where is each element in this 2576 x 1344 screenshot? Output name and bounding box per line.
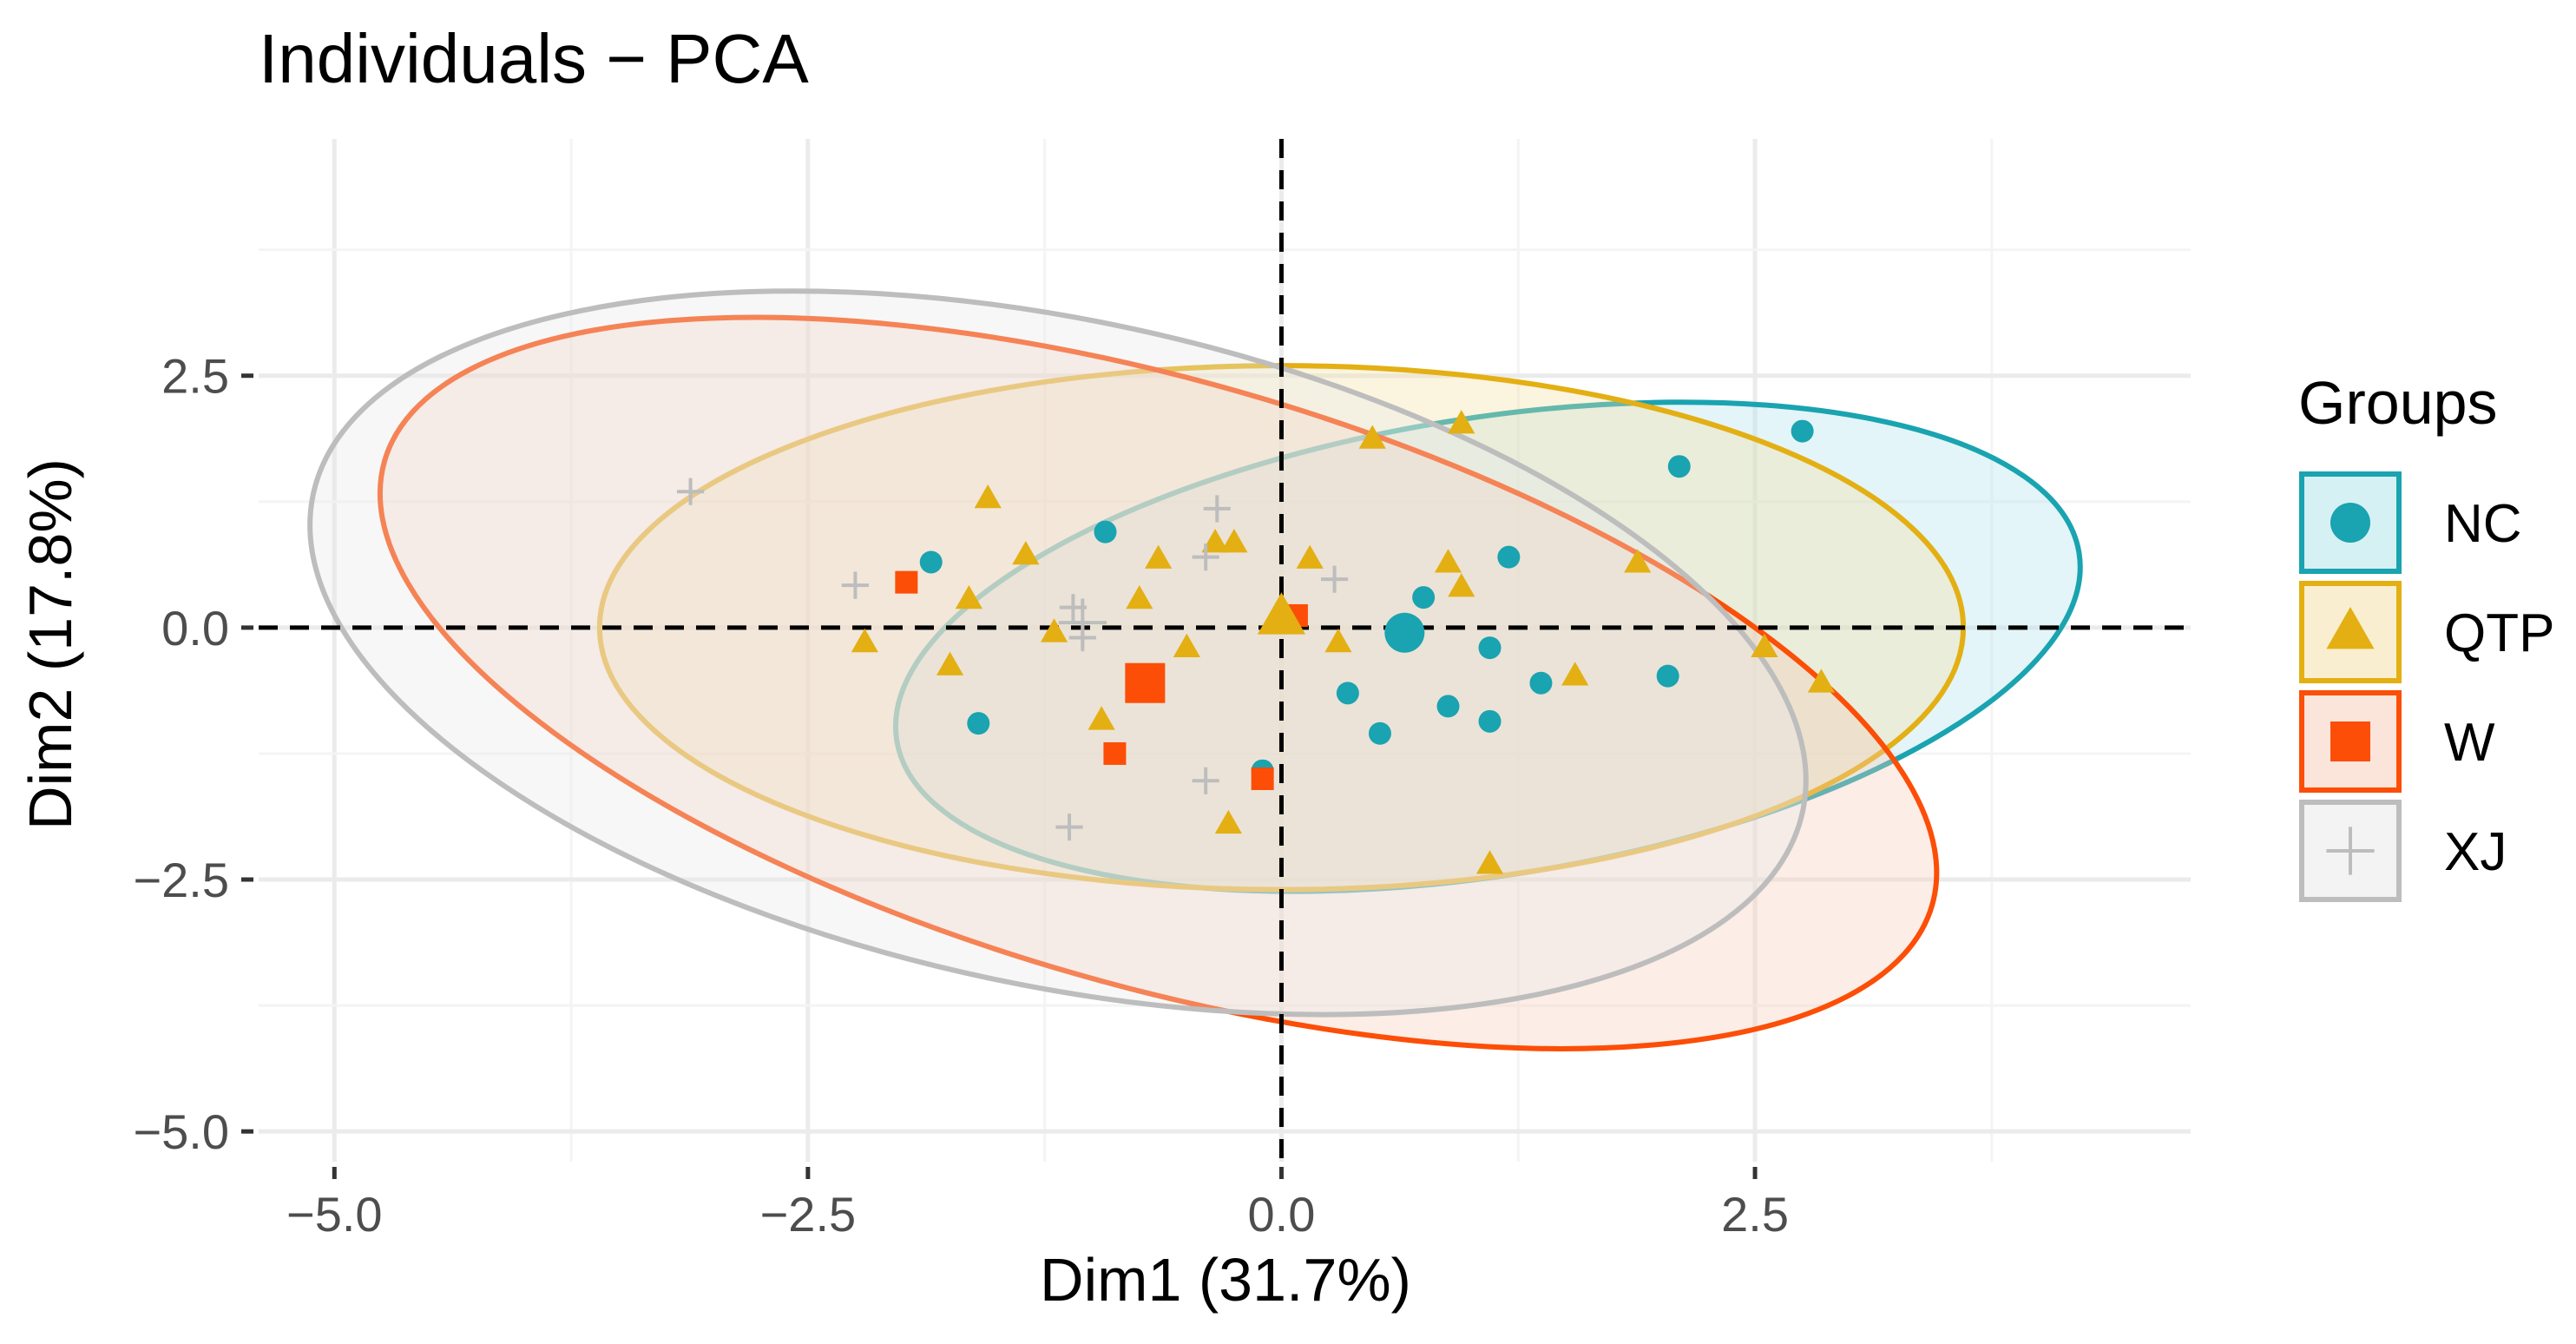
chart-title: Individuals − PCA bbox=[259, 20, 809, 97]
legend-item-xj: XJ bbox=[2299, 800, 2507, 902]
legend-label-qtp: QTP bbox=[2444, 603, 2554, 663]
y-tick-label: −2.5 bbox=[133, 853, 229, 907]
point-nc-8 bbox=[1336, 682, 1359, 705]
point-qtp-22 bbox=[1088, 706, 1115, 730]
x-tick-label: −5.0 bbox=[286, 1187, 383, 1242]
y-tick-label: −5.0 bbox=[133, 1104, 229, 1159]
legend: Groups NC QTP W XJ bbox=[2298, 369, 2554, 902]
point-nc-11 bbox=[1529, 671, 1553, 695]
point-qtp-10 bbox=[1624, 549, 1652, 573]
point-xj-5 bbox=[1320, 565, 1349, 593]
point-qtp-19 bbox=[936, 651, 964, 675]
point-xj-3 bbox=[1192, 544, 1219, 571]
point-qtp-14 bbox=[1040, 618, 1068, 642]
legend-title: Groups bbox=[2298, 369, 2498, 437]
point-nc-3 bbox=[919, 550, 943, 574]
y-axis-label: Dim2 (17.8%) bbox=[16, 458, 84, 830]
legend-label-nc: NC bbox=[2444, 494, 2522, 554]
group-centroids bbox=[1058, 592, 1425, 703]
point-xj-9 bbox=[1055, 814, 1083, 841]
centroid-xj bbox=[1058, 598, 1107, 647]
x-tick-label: 0.0 bbox=[1248, 1187, 1316, 1242]
point-nc-7 bbox=[1478, 636, 1502, 660]
point-xj-4 bbox=[841, 571, 870, 599]
point-qtp-21 bbox=[1807, 669, 1836, 693]
point-xj-1 bbox=[676, 478, 705, 505]
point-qtp-23 bbox=[1214, 809, 1242, 834]
point-qtp-13 bbox=[1126, 585, 1153, 609]
point-xj-2 bbox=[1203, 495, 1231, 523]
point-qtp-1 bbox=[1358, 425, 1386, 449]
legend-item-nc: NC bbox=[2299, 471, 2522, 574]
point-qtp-20 bbox=[1561, 662, 1589, 686]
x-axis: −5.0 −2.5 0.0 2.5 bbox=[286, 1167, 1789, 1242]
point-w-4 bbox=[1251, 767, 1274, 790]
centroid-qtp bbox=[1257, 592, 1306, 635]
point-xj-8 bbox=[1192, 767, 1219, 794]
y-axis: −5.0 −2.5 0.0 2.5 bbox=[133, 349, 253, 1159]
point-qtp-6 bbox=[1012, 540, 1040, 565]
point-nc-14 bbox=[967, 712, 990, 735]
point-qtp-9 bbox=[1434, 549, 1462, 573]
legend-marker-xj bbox=[2326, 827, 2375, 875]
legend-marker-nc bbox=[2330, 503, 2370, 543]
ellipse-xj bbox=[307, 288, 1809, 1018]
point-qtp-7 bbox=[1145, 544, 1173, 569]
centroid-w bbox=[1125, 662, 1166, 703]
centroid-nc bbox=[1384, 612, 1425, 653]
data-points bbox=[676, 410, 1836, 874]
point-qtp-11 bbox=[1448, 573, 1475, 597]
point-qtp-12 bbox=[955, 585, 982, 609]
x-axis-label: Dim1 (31.7%) bbox=[1040, 1246, 1411, 1314]
point-qtp-5 bbox=[1220, 529, 1248, 553]
point-nc-10 bbox=[1478, 709, 1502, 733]
point-qtp-24 bbox=[1475, 850, 1504, 874]
point-nc-5 bbox=[1412, 586, 1436, 609]
y-tick-label: 2.5 bbox=[161, 349, 229, 404]
grid bbox=[259, 139, 2191, 1162]
point-nc-4 bbox=[1094, 520, 1117, 544]
point-w-3 bbox=[1103, 741, 1127, 765]
point-nc-1 bbox=[1791, 419, 1814, 443]
legend-label-w: W bbox=[2444, 713, 2495, 773]
legend-label-xj: XJ bbox=[2444, 822, 2507, 882]
legend-item-w: W bbox=[2299, 690, 2495, 793]
x-tick-label: 2.5 bbox=[1721, 1187, 1789, 1242]
legend-items: NC QTP W XJ bbox=[2299, 471, 2554, 902]
legend-key-xj bbox=[2299, 800, 2402, 902]
point-nc-2 bbox=[1667, 455, 1691, 478]
x-tick-label: −2.5 bbox=[760, 1187, 857, 1242]
point-nc-13 bbox=[1368, 721, 1391, 745]
legend-marker-qtp bbox=[2326, 607, 2375, 649]
point-qtp-8 bbox=[1296, 544, 1324, 569]
point-qtp-17 bbox=[1173, 633, 1200, 658]
point-qtp-15 bbox=[851, 628, 878, 653]
legend-item-qtp: QTP bbox=[2299, 581, 2554, 683]
point-nc-6 bbox=[1497, 545, 1521, 569]
point-w-1 bbox=[895, 570, 918, 594]
point-qtp-16 bbox=[1324, 628, 1352, 653]
point-nc-9 bbox=[1436, 695, 1460, 718]
point-qtp-2 bbox=[1448, 410, 1475, 434]
point-qtp-3 bbox=[974, 484, 1002, 509]
y-tick-label: 0.0 bbox=[161, 601, 229, 656]
point-qtp-4 bbox=[1201, 529, 1229, 553]
point-nc-12 bbox=[1656, 664, 1679, 688]
legend-marker-w bbox=[2330, 721, 2370, 761]
point-qtp-18 bbox=[1751, 633, 1778, 658]
